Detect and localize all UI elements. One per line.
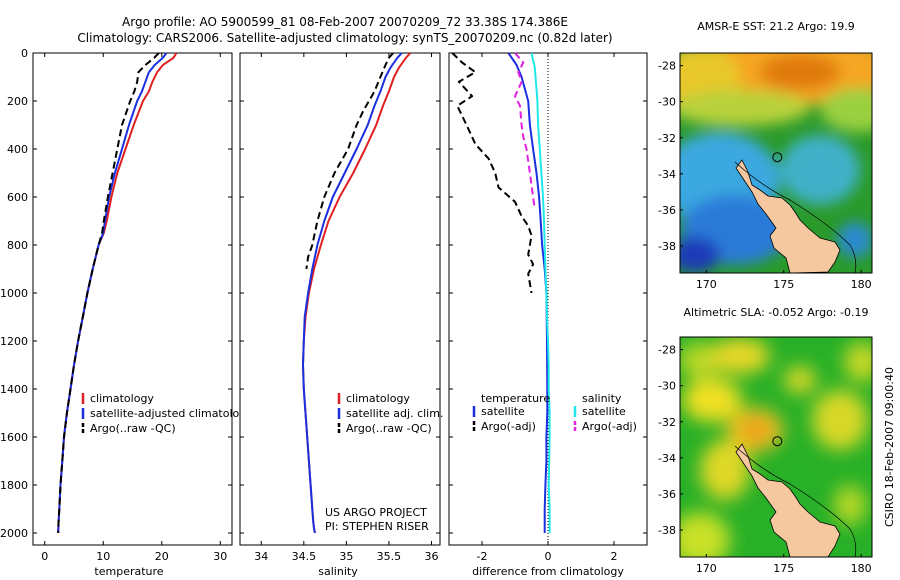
y-tick-label: -28 <box>658 60 676 73</box>
series-line <box>57 52 168 534</box>
y-tick-label: 1200 <box>0 335 28 348</box>
y-tick-label: 600 <box>7 191 28 204</box>
legend-label-temp-satellite: satellite <box>481 405 525 418</box>
y-tick-label: -34 <box>658 452 676 465</box>
pi-credit: PI: STEPHEN RISER <box>325 520 429 533</box>
y-tick-label: 1800 <box>0 479 28 492</box>
series-line <box>507 52 549 533</box>
bathymetry-contour <box>734 161 857 273</box>
x-tick-label: 20 <box>155 550 169 563</box>
x-tick-label: 34 <box>254 550 268 563</box>
y-tick-label: 0 <box>21 47 28 60</box>
y-tick-label: 1000 <box>0 287 28 300</box>
sst-map-title: AMSR-E SST: 21.2 Argo: 19.9 <box>697 20 855 33</box>
temperature-ticks: 0 200 400 600 800 1000 1200 1400 1600 1800 2000 0 10… <box>0 47 232 563</box>
difference-legend: temperature salinity satellite Argo(-adj… <box>472 392 637 433</box>
x-tick-label: 175 <box>773 278 794 291</box>
temperature-axes-frame <box>32 52 233 546</box>
new-zealand-landmass <box>735 443 841 557</box>
legend-label-climatology: climatology <box>90 392 154 405</box>
y-tick-label: 1400 <box>0 383 28 396</box>
x-tick-label: 36 <box>424 550 438 563</box>
x-tick-label: 34.5 <box>292 550 317 563</box>
argo-float-marker <box>772 436 783 447</box>
salinity-panel: 34 34.5 35 35.5 36 salinity climatology sate… <box>239 52 443 578</box>
x-tick-label: 0 <box>41 550 48 563</box>
bathymetry-contour <box>734 445 857 557</box>
x-tick-label: 180 <box>851 562 872 575</box>
series-line <box>305 52 394 270</box>
series-line <box>530 52 551 533</box>
legend-label-argo: Argo(..raw -QC) <box>346 422 432 435</box>
salinity-ticks: 34 34.5 35 35.5 36 <box>240 52 440 563</box>
legend-label-satellite: satellite-adjusted climatology <box>90 407 253 420</box>
legend-header-salinity: salinity <box>582 392 622 405</box>
x-tick-label: -2 <box>477 550 488 563</box>
x-tick-label: 10 <box>96 550 110 563</box>
y-tick-label: -30 <box>658 96 676 109</box>
sst-map-ticks: 170 175 180 -28 -30 -32 -34 -36 -38 <box>658 60 872 291</box>
y-tick-label: -38 <box>658 524 676 537</box>
argo-float-marker <box>772 152 783 163</box>
legend-label-climatology: climatology <box>346 392 410 405</box>
sla-map-ticks: 170 175 180 -28 -30 -32 -34 -36 -38 <box>658 344 872 575</box>
legend-label-sal-satellite: satellite <box>582 405 626 418</box>
sla-map-panel: Altimetric SLA: -0.052 Argo: -0.19 170 17 <box>658 306 873 575</box>
y-tick-label: -32 <box>658 416 676 429</box>
y-tick-label: -36 <box>658 204 676 217</box>
x-tick-label: 175 <box>773 562 794 575</box>
sst-map-panel: AMSR-E SST: 21.2 Argo: 19.9 170 175 180 -28… <box>658 20 873 291</box>
legend-label-temp-argo: Argo(-adj) <box>481 420 536 433</box>
temperature-legend: climatology satellite-adjusted climatolo… <box>81 392 253 435</box>
y-tick-label: 1600 <box>0 431 28 444</box>
x-tick-label: 2 <box>611 550 618 563</box>
x-tick-label: 180 <box>851 278 872 291</box>
legend-label-sal-argo: Argo(-adj) <box>582 420 637 433</box>
x-tick-label: 30 <box>213 550 227 563</box>
legend-header-temperature: temperature <box>481 392 550 405</box>
difference-xlabel: difference from climatology <box>472 565 624 578</box>
y-tick-label: -34 <box>658 168 676 181</box>
y-tick-label: 800 <box>7 239 28 252</box>
difference-lines <box>451 52 551 533</box>
series-line <box>451 52 535 294</box>
legend-label-argo: Argo(..raw -QC) <box>90 422 176 435</box>
sla-map-title: Altimetric SLA: -0.052 Argo: -0.19 <box>684 306 869 319</box>
salinity-xlabel: salinity <box>318 565 358 578</box>
sla-field <box>680 337 872 557</box>
project-credit: US ARGO PROJECT <box>325 506 427 519</box>
x-tick-label: 170 <box>696 562 717 575</box>
new-zealand-landmass <box>735 159 841 273</box>
temperature-lines <box>57 52 178 534</box>
salinity-lines <box>302 52 411 534</box>
y-tick-label: 200 <box>7 95 28 108</box>
temperature-panel: 0 200 400 600 800 1000 1200 1400 1600 1800 2000 0 10… <box>0 47 253 578</box>
temperature-xlabel: temperature <box>94 565 163 578</box>
difference-panel: -2 0 2 difference from climatology tempera… <box>448 52 648 578</box>
figure-title-line2: Climatology: CARS2006. Satellite-adjuste… <box>77 31 612 45</box>
series-line <box>514 52 536 210</box>
sst-field <box>680 53 872 273</box>
csiro-timestamp: CSIRO 18-Feb-2007 09:00:40 <box>883 367 896 527</box>
x-tick-label: 35 <box>339 550 353 563</box>
x-tick-label: 0 <box>545 550 552 563</box>
y-tick-label: -30 <box>658 380 676 393</box>
salinity-axes-frame <box>239 52 441 546</box>
difference-ticks: -2 0 2 <box>449 52 647 563</box>
y-tick-label: 2000 <box>0 527 28 540</box>
y-tick-label: -32 <box>658 132 676 145</box>
salinity-legend: climatology satellite adj. clim. Argo(..… <box>337 392 443 435</box>
y-tick-label: -28 <box>658 344 676 357</box>
legend-label-satellite: satellite adj. clim. <box>346 407 443 420</box>
y-tick-label: -36 <box>658 488 676 501</box>
y-tick-label: 400 <box>7 143 28 156</box>
x-tick-label: 35.5 <box>377 550 402 563</box>
y-tick-label: -38 <box>658 240 676 253</box>
figure-title-line1: Argo profile: AO 5900599_81 08-Feb-2007 … <box>122 15 568 29</box>
x-tick-label: 170 <box>696 278 717 291</box>
series-line <box>302 52 403 534</box>
